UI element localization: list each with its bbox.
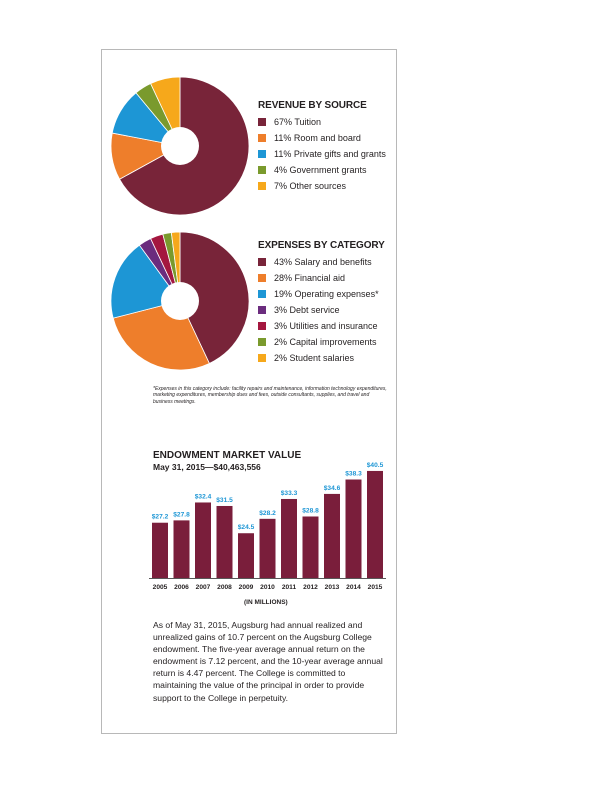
- revenue-legend-swatch: [258, 166, 266, 174]
- endowment-year-label: 2015: [368, 584, 383, 591]
- expenses-legend-label: 3% Debt service: [274, 305, 340, 315]
- endowment-bar: [302, 516, 319, 578]
- revenue-legend-item: 4% Government grants: [258, 162, 408, 178]
- endowment-data-label: $40.5: [367, 462, 384, 469]
- endowment-bar: [173, 520, 190, 578]
- endowment-title: ENDOWMENT MARKET VALUE: [153, 450, 302, 461]
- expenses-legend-swatch: [258, 290, 266, 298]
- revenue-legend: REVENUE BY SOURCE 67% Tuition 11% Room an…: [258, 100, 408, 194]
- endowment-data-label: $31.5: [216, 497, 233, 504]
- revenue-legend-item: 7% Other sources: [258, 178, 408, 194]
- expenses-legend-swatch: [258, 306, 266, 314]
- infographic-panel: [101, 49, 397, 734]
- expenses-legend-item: 28% Financial aid: [258, 270, 408, 286]
- expenses-legend-label: 19% Operating expenses*: [274, 289, 379, 299]
- endowment-year-label: 2007: [196, 584, 211, 591]
- endowment-data-label: $27.2: [152, 514, 169, 521]
- endowment-year-label: 2005: [153, 584, 168, 591]
- expenses-legend-swatch: [258, 354, 266, 362]
- endowment-data-label: $32.4: [195, 493, 212, 500]
- endowment-bar: [324, 493, 340, 578]
- revenue-legend-swatch: [258, 150, 266, 158]
- revenue-legend-item: 67% Tuition: [258, 114, 408, 130]
- endowment-data-label: $27.8: [173, 511, 190, 518]
- expenses-legend-label: 43% Salary and benefits: [274, 257, 372, 267]
- endowment-year-label: 2012: [303, 584, 318, 591]
- revenue-donut-hole: [161, 127, 199, 165]
- endowment-bar: [281, 498, 297, 578]
- endowment-bar: [238, 533, 254, 578]
- expenses-legend-swatch: [258, 274, 266, 282]
- expenses-legend-item: 19% Operating expenses*: [258, 286, 408, 302]
- endowment-bar: [216, 505, 233, 578]
- revenue-legend-item: 11% Room and board: [258, 130, 408, 146]
- expenses-footnote: *Expenses in this category include: faci…: [153, 386, 387, 405]
- endowment-bar: [345, 479, 362, 578]
- expenses-legend-item: 2% Capital improvements: [258, 334, 408, 350]
- expenses-legend-label: 28% Financial aid: [274, 273, 346, 283]
- endowment-unit-label: (IN MILLIONS): [244, 599, 288, 606]
- revenue-legend-item: 11% Private gifts and grants: [258, 146, 408, 162]
- expenses-legend-swatch: [258, 258, 266, 266]
- endowment-data-label: $34.6: [324, 485, 341, 492]
- endowment-year-label: 2011: [282, 584, 297, 591]
- endowment-data-label: $28.2: [259, 510, 276, 517]
- expenses-legend-label: 3% Utilities and insurance: [274, 321, 378, 331]
- endowment-data-label: $28.8: [302, 507, 319, 514]
- revenue-title: REVENUE BY SOURCE: [258, 100, 367, 111]
- endowment-year-label: 2010: [260, 584, 275, 591]
- endowment-year-label: 2006: [174, 584, 189, 591]
- revenue-legend-swatch: [258, 134, 266, 142]
- expenses-legend-swatch: [258, 338, 266, 346]
- endowment-data-label: $24.5: [238, 524, 255, 531]
- endowment-bar: [152, 522, 168, 578]
- expenses-legend-label: 2% Capital improvements: [274, 337, 377, 347]
- endowment-year-label: 2008: [217, 584, 232, 591]
- revenue-legend-label: 67% Tuition: [274, 117, 322, 127]
- expenses-legend-item: 3% Debt service: [258, 302, 408, 318]
- endowment-bar-chart: $27.2 2005 $27.8 2006 $32.4 2007 $31.5 2008 $24.…: [149, 462, 386, 591]
- expenses-title: EXPENSES BY CATEGORY: [258, 240, 385, 251]
- expenses-pie-chart: [110, 231, 250, 371]
- endowment-year-label: 2013: [325, 584, 340, 591]
- revenue-legend-label: 11% Private gifts and grants: [274, 149, 386, 159]
- endowment-data-label: $33.3: [281, 490, 298, 497]
- revenue-pie-chart: [110, 76, 250, 216]
- expenses-legend: EXPENSES BY CATEGORY 43% Salary and bene…: [258, 240, 408, 366]
- endowment-paragraph: As of May 31, 2015, Augsburg had annual …: [153, 620, 383, 703]
- expenses-legend-item: 2% Student salaries: [258, 350, 408, 366]
- endowment-bar: [195, 502, 211, 578]
- expenses-donut-hole: [161, 282, 199, 320]
- expenses-legend-swatch: [258, 322, 266, 330]
- endowment-bar: [367, 470, 383, 578]
- expenses-legend-item: 3% Utilities and insurance: [258, 318, 408, 334]
- revenue-legend-label: 7% Other sources: [274, 181, 347, 191]
- revenue-legend-swatch: [258, 118, 266, 126]
- endowment-year-label: 2014: [346, 584, 361, 591]
- endowment-year-label: 2009: [239, 584, 254, 591]
- endowment-bar: [259, 518, 276, 578]
- revenue-legend-label: 4% Government grants: [274, 165, 367, 175]
- endowment-data-label: $38.3: [345, 471, 362, 478]
- endowment-subtitle: May 31, 2015—$40,463,556: [153, 462, 261, 472]
- expenses-legend-label: 2% Student salaries: [274, 353, 355, 363]
- expenses-legend-item: 43% Salary and benefits: [258, 254, 408, 270]
- expenses-slice-1: [179, 231, 250, 364]
- revenue-legend-swatch: [258, 182, 266, 190]
- revenue-legend-label: 11% Room and board: [274, 133, 361, 143]
